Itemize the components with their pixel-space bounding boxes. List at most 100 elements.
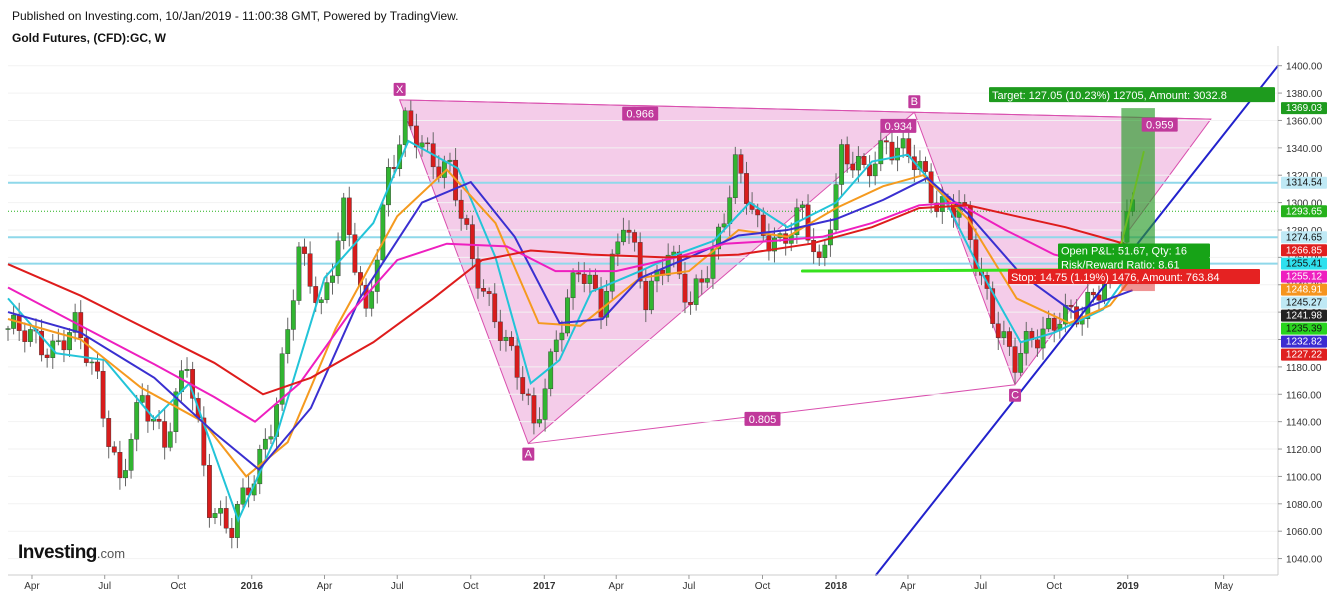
- candle-body[interactable]: [839, 144, 845, 185]
- candle-body[interactable]: [106, 418, 112, 447]
- candle-body[interactable]: [492, 293, 498, 323]
- candle-body[interactable]: [710, 248, 716, 279]
- candle-body[interactable]: [844, 144, 850, 165]
- candle-body[interactable]: [553, 339, 559, 352]
- candle-body[interactable]: [744, 173, 749, 204]
- candle-body[interactable]: [1051, 318, 1057, 331]
- candle-body[interactable]: [704, 278, 710, 283]
- candle-body[interactable]: [738, 154, 744, 174]
- candle-body[interactable]: [296, 246, 302, 301]
- candle-body[interactable]: [1040, 328, 1046, 349]
- candle-body[interactable]: [374, 259, 380, 292]
- candle-body[interactable]: [223, 508, 229, 529]
- candle-body[interactable]: [464, 218, 470, 225]
- candle-body[interactable]: [525, 393, 531, 396]
- candle-body[interactable]: [346, 197, 352, 235]
- candle-body[interactable]: [895, 147, 900, 161]
- candle-body[interactable]: [514, 345, 520, 378]
- candle-body[interactable]: [240, 487, 246, 505]
- candle-body[interactable]: [637, 242, 643, 282]
- candle-body[interactable]: [134, 402, 140, 440]
- candle-body[interactable]: [475, 258, 481, 289]
- candle-body[interactable]: [330, 275, 335, 283]
- candle-body[interactable]: [341, 197, 347, 241]
- candle-body[interactable]: [878, 140, 884, 165]
- candle-body[interactable]: [1068, 305, 1074, 307]
- candle-body[interactable]: [139, 395, 145, 403]
- candle-body[interactable]: [693, 278, 699, 305]
- candle-body[interactable]: [279, 353, 285, 405]
- moving-average-line[interactable]: [7, 204, 1133, 396]
- candle-body[interactable]: [262, 438, 268, 450]
- candle-body[interactable]: [928, 171, 934, 204]
- candle-body[interactable]: [184, 369, 190, 371]
- candle-body[interactable]: [609, 253, 615, 292]
- moving-average-line[interactable]: [7, 176, 1133, 472]
- candle-body[interactable]: [128, 439, 134, 471]
- candle-body[interactable]: [207, 465, 212, 518]
- candle-body[interactable]: [503, 336, 509, 341]
- candle-body[interactable]: [760, 214, 766, 236]
- ascending-trend-line[interactable]: [874, 64, 1279, 576]
- candle-body[interactable]: [380, 204, 386, 261]
- candle-body[interactable]: [156, 418, 162, 422]
- candle-body[interactable]: [732, 154, 738, 198]
- candle-body[interactable]: [481, 288, 486, 292]
- candle-body[interactable]: [414, 125, 419, 148]
- candle-body[interactable]: [39, 330, 44, 356]
- candle-body[interactable]: [576, 272, 582, 275]
- candle-body[interactable]: [721, 223, 727, 228]
- candle-body[interactable]: [173, 391, 179, 432]
- candle-body[interactable]: [1012, 346, 1018, 373]
- candle-body[interactable]: [570, 272, 576, 299]
- candle-body[interactable]: [626, 229, 632, 233]
- candle-body[interactable]: [615, 241, 621, 255]
- candle-body[interactable]: [542, 388, 548, 420]
- candle-body[interactable]: [67, 332, 72, 351]
- candle-body[interactable]: [531, 395, 537, 424]
- candle-body[interactable]: [755, 209, 761, 216]
- candle-body[interactable]: [1007, 331, 1012, 347]
- candle-body[interactable]: [111, 446, 117, 453]
- candle-body[interactable]: [218, 508, 223, 514]
- candle-body[interactable]: [800, 204, 805, 208]
- candle-body[interactable]: [5, 328, 11, 330]
- candle-body[interactable]: [855, 156, 861, 171]
- moving-average-line[interactable]: [7, 139, 1134, 523]
- candle-body[interactable]: [990, 288, 996, 324]
- candle-body[interactable]: [95, 361, 100, 372]
- candle-body[interactable]: [1090, 291, 1096, 296]
- moving-average-line[interactable]: [7, 168, 1134, 478]
- candle-body[interactable]: [369, 291, 375, 309]
- candle-body[interactable]: [324, 282, 330, 300]
- candle-body[interactable]: [537, 419, 542, 424]
- candle-body[interactable]: [559, 332, 565, 341]
- candle-body[interactable]: [290, 300, 296, 330]
- candle-body[interactable]: [234, 504, 240, 538]
- candle-body[interactable]: [167, 431, 173, 448]
- candle-body[interactable]: [593, 274, 598, 290]
- candle-body[interactable]: [900, 138, 906, 149]
- candle-body[interactable]: [850, 163, 856, 171]
- candle-body[interactable]: [889, 141, 895, 161]
- candle-body[interactable]: [872, 163, 878, 177]
- candle-body[interactable]: [318, 299, 324, 303]
- candle-body[interactable]: [212, 513, 218, 518]
- candle-body[interactable]: [335, 240, 341, 277]
- candle-body[interactable]: [548, 351, 554, 390]
- candle-body[interactable]: [598, 288, 604, 318]
- candle-body[interactable]: [811, 240, 817, 253]
- candle-body[interactable]: [162, 421, 168, 448]
- candle-body[interactable]: [285, 329, 291, 354]
- candle-body[interactable]: [783, 233, 789, 244]
- candle-body[interactable]: [682, 273, 688, 303]
- candle-body[interactable]: [458, 199, 464, 219]
- moving-average-line[interactable]: [7, 201, 1133, 423]
- candle-body[interactable]: [581, 273, 587, 284]
- candle-body[interactable]: [1018, 353, 1024, 373]
- candle-body[interactable]: [402, 110, 408, 145]
- candle-body[interactable]: [419, 142, 425, 148]
- candle-body[interactable]: [302, 246, 307, 254]
- candle-body[interactable]: [61, 340, 67, 351]
